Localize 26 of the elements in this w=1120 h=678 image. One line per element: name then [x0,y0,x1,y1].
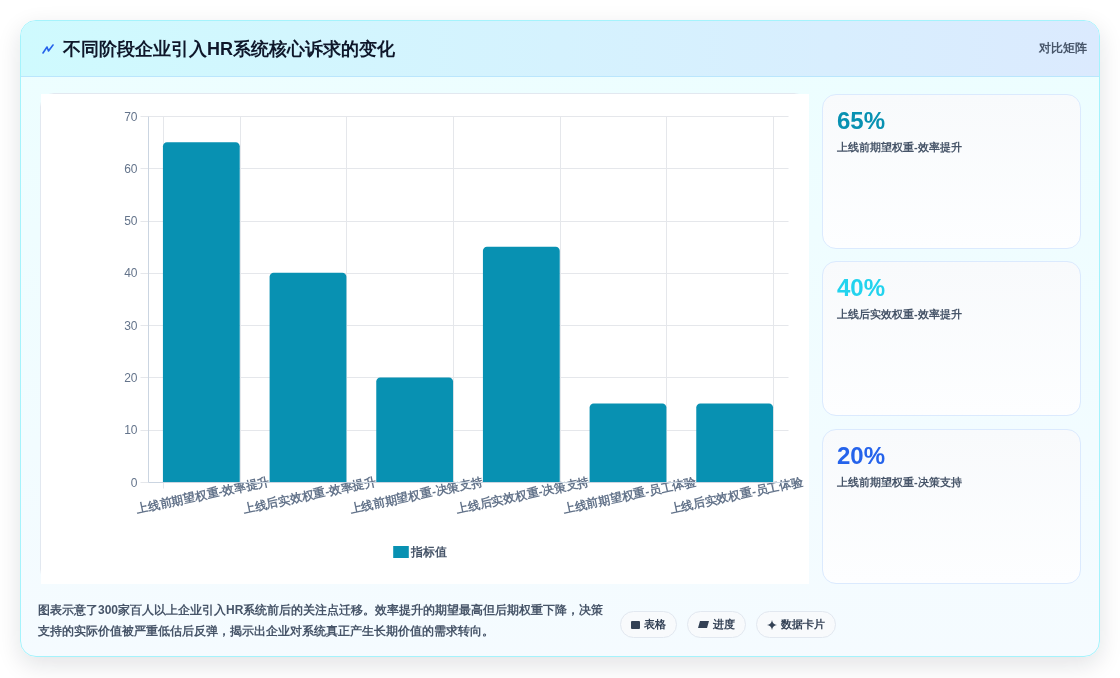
text: 图表示意了300家百人以上企业引入HR系统前后的关注点迁移。效率提升的期望最高但后期权重下降，决策支持的实际价值被严重低估后反弹，揭示出企业对系统真正产生长期价值的需求转向。 [38,602,605,640]
text: 65% [837,107,886,135]
text: 对比矩阵 [1039,40,1087,57]
text: 表格 [644,617,666,632]
text: 40% [837,274,886,302]
text: 不同阶段企业引入HR系统核心诉求的变化 [63,38,395,61]
y-tick-label: 60 [124,161,138,176]
y-tick-label: 70 [124,109,138,124]
text: 进度 [713,617,735,632]
text: 上线前期望权重-效率提升 [837,140,962,155]
legend-label: 指标值 [410,545,447,559]
text: 20% [837,442,886,470]
text: 数据卡片 [781,617,825,632]
bar [589,403,667,482]
bar [376,377,454,482]
y-tick-label: 40 [124,266,138,281]
bar [162,142,240,482]
bar [482,246,560,482]
y-tick-label: 0 [130,475,138,490]
y-tick-label: 10 [124,423,138,438]
bar [696,403,774,482]
y-tick-label: 20 [124,370,138,385]
y-tick-label: 30 [124,318,138,333]
y-tick-label: 50 [124,214,138,229]
text: 上线后实效权重-效率提升 [837,307,962,322]
bar [269,272,347,482]
